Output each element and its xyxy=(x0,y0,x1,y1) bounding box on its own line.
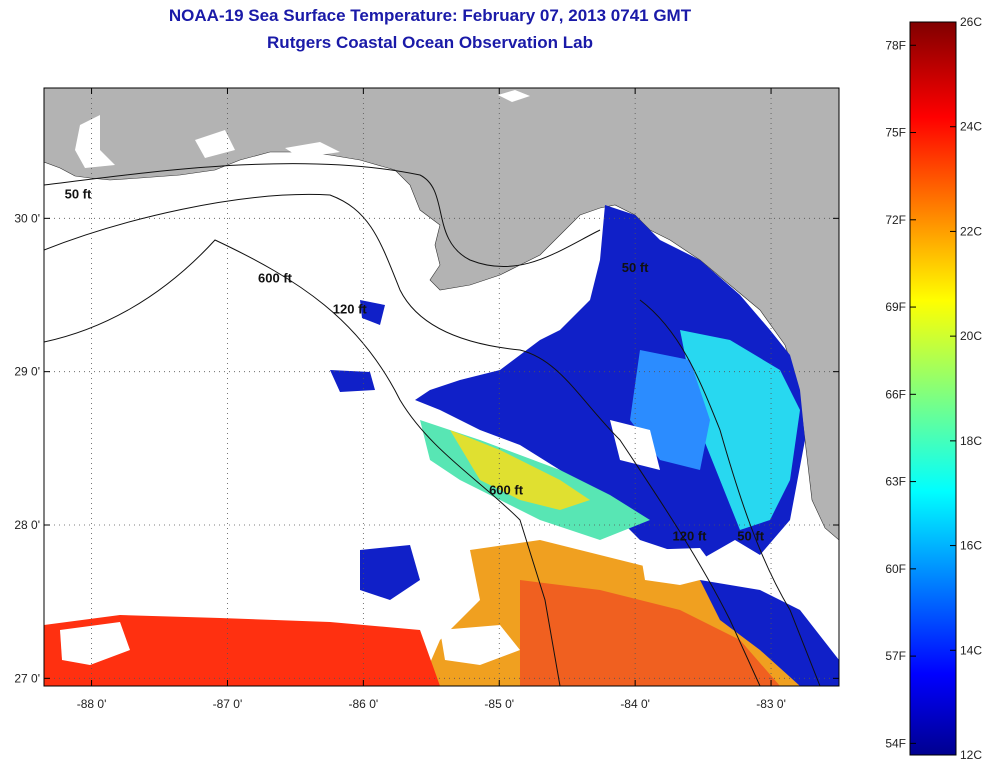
lon-tick-label: -87 0' xyxy=(213,697,243,711)
colorbar-label-fahrenheit: 75F xyxy=(885,126,906,140)
colorbar-label-celsius: 24C xyxy=(960,120,982,134)
colorbar-label-fahrenheit: 69F xyxy=(885,300,906,314)
contour-labels: 50 ft 600 ft 120 ft 50 ft 600 ft 120 ft 50 ft xyxy=(65,186,765,543)
sst-data xyxy=(44,205,839,686)
depth-contour-label: 600 ft xyxy=(489,482,524,497)
colorbar-label-celsius: 26C xyxy=(960,15,982,29)
colorbar-label-celsius: 12C xyxy=(960,748,982,762)
lat-tick-label: 27 0' xyxy=(14,671,40,685)
colorbar-label-fahrenheit: 60F xyxy=(885,562,906,576)
depth-contour-label: 50 ft xyxy=(737,528,764,543)
colorbar-label-celsius: 20C xyxy=(960,329,982,343)
lon-tick-label: -83 0' xyxy=(756,697,786,711)
colorbar-label-celsius: 16C xyxy=(960,539,982,553)
map-subtitle: Rutgers Coastal Ocean Observation Lab xyxy=(267,33,593,52)
lat-tick-label: 30 0' xyxy=(14,211,40,225)
colorbar-label-fahrenheit: 54F xyxy=(885,736,906,750)
colorbar-label-fahrenheit: 63F xyxy=(885,475,906,489)
colorbar-labels: 26C 24C 22C 20C 18C 16C 14C 12C 78F 75F 72F 69F 66F 6… xyxy=(885,15,982,762)
lon-tick-label: -88 0' xyxy=(77,697,107,711)
map-border xyxy=(43,87,840,687)
lon-tick-label: -86 0' xyxy=(349,697,379,711)
depth-contour-label: 600 ft xyxy=(258,271,293,286)
depth-contours xyxy=(44,163,821,686)
map-title: NOAA-19 Sea Surface Temperature: Februar… xyxy=(168,6,692,25)
depth-contour-label: 50 ft xyxy=(65,186,92,201)
lon-tick-label: -85 0' xyxy=(484,697,514,711)
lat-tick-label: 28 0' xyxy=(14,518,40,532)
lon-tick-label: -84 0' xyxy=(620,697,650,711)
colorbar-label-celsius: 22C xyxy=(960,224,982,238)
bay-pensacola xyxy=(75,115,115,168)
depth-contour-label: 120 ft xyxy=(673,528,708,543)
colorbar xyxy=(909,21,957,756)
inland-lake xyxy=(498,90,530,102)
colorbar-label-celsius: 18C xyxy=(960,434,982,448)
colorbar-label-fahrenheit: 57F xyxy=(885,649,906,663)
lat-tick-label: 29 0' xyxy=(14,365,40,379)
depth-contour-label: 120 ft xyxy=(333,301,368,316)
axis-ticks: -88 0' -87 0' -86 0' -85 0' -84 0' -83 0' 27 0… xyxy=(14,88,839,711)
depth-contour-label: 50 ft xyxy=(622,260,649,275)
colorbar-label-fahrenheit: 78F xyxy=(885,38,906,52)
bay-st-andrew xyxy=(285,142,340,158)
colorbar-label-celsius: 14C xyxy=(960,643,982,657)
colorbar-label-fahrenheit: 72F xyxy=(885,213,906,227)
colorbar-label-fahrenheit: 66F xyxy=(885,387,906,401)
bay-choctawhatchee xyxy=(195,130,235,158)
